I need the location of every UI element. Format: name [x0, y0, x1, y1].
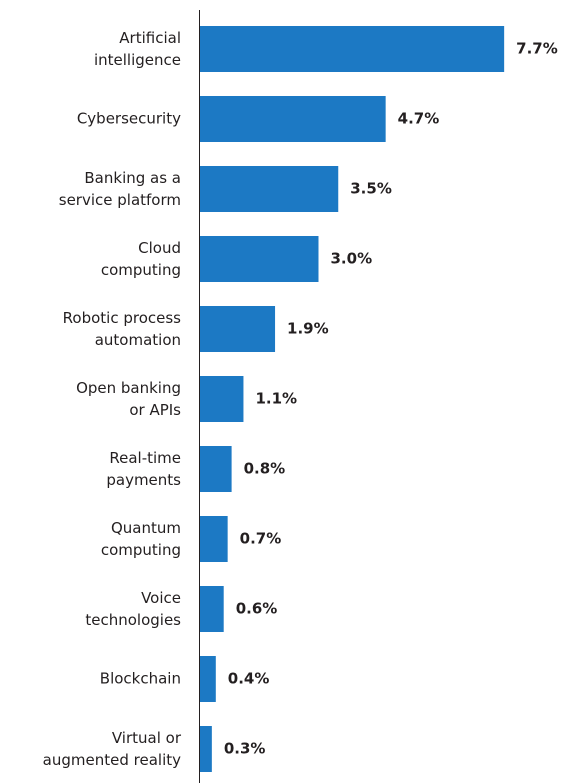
category-label: Cybersecurity: [77, 110, 181, 128]
value-label: 4.7%: [398, 110, 440, 128]
value-label: 0.6%: [236, 600, 278, 618]
category-label: Virtual or augmented reality: [43, 729, 182, 769]
bar: [200, 516, 228, 562]
category-label: Banking as a service platform: [59, 169, 181, 209]
value-label: 0.3%: [224, 740, 266, 758]
category-label: Real-time payments: [106, 449, 181, 489]
value-label: 3.5%: [350, 180, 392, 198]
bar: [200, 376, 244, 422]
category-label: Quantum computing: [101, 519, 181, 559]
value-label: 0.7%: [240, 530, 282, 548]
bar: [200, 166, 339, 212]
bar: [200, 446, 232, 492]
value-label: 0.4%: [228, 670, 270, 688]
bar: [200, 586, 224, 632]
category-label: Open banking or APIs: [76, 379, 181, 419]
category-label: Blockchain: [100, 670, 181, 688]
bar: [200, 96, 386, 142]
category-label: Cloud computing: [101, 239, 181, 279]
value-label: 1.9%: [287, 320, 329, 338]
bar: [200, 236, 319, 282]
bar: [200, 656, 216, 702]
bar: [200, 306, 276, 352]
bar: [200, 26, 505, 72]
value-label: 0.8%: [244, 460, 286, 478]
category-label: Robotic process automation: [63, 309, 182, 349]
bar: [200, 726, 212, 772]
value-label: 7.7%: [516, 40, 558, 58]
category-label: Voice technologies: [85, 589, 181, 629]
category-label: Artificial intelligence: [94, 29, 181, 69]
value-label: 1.1%: [255, 390, 297, 408]
value-label: 3.0%: [331, 250, 373, 268]
